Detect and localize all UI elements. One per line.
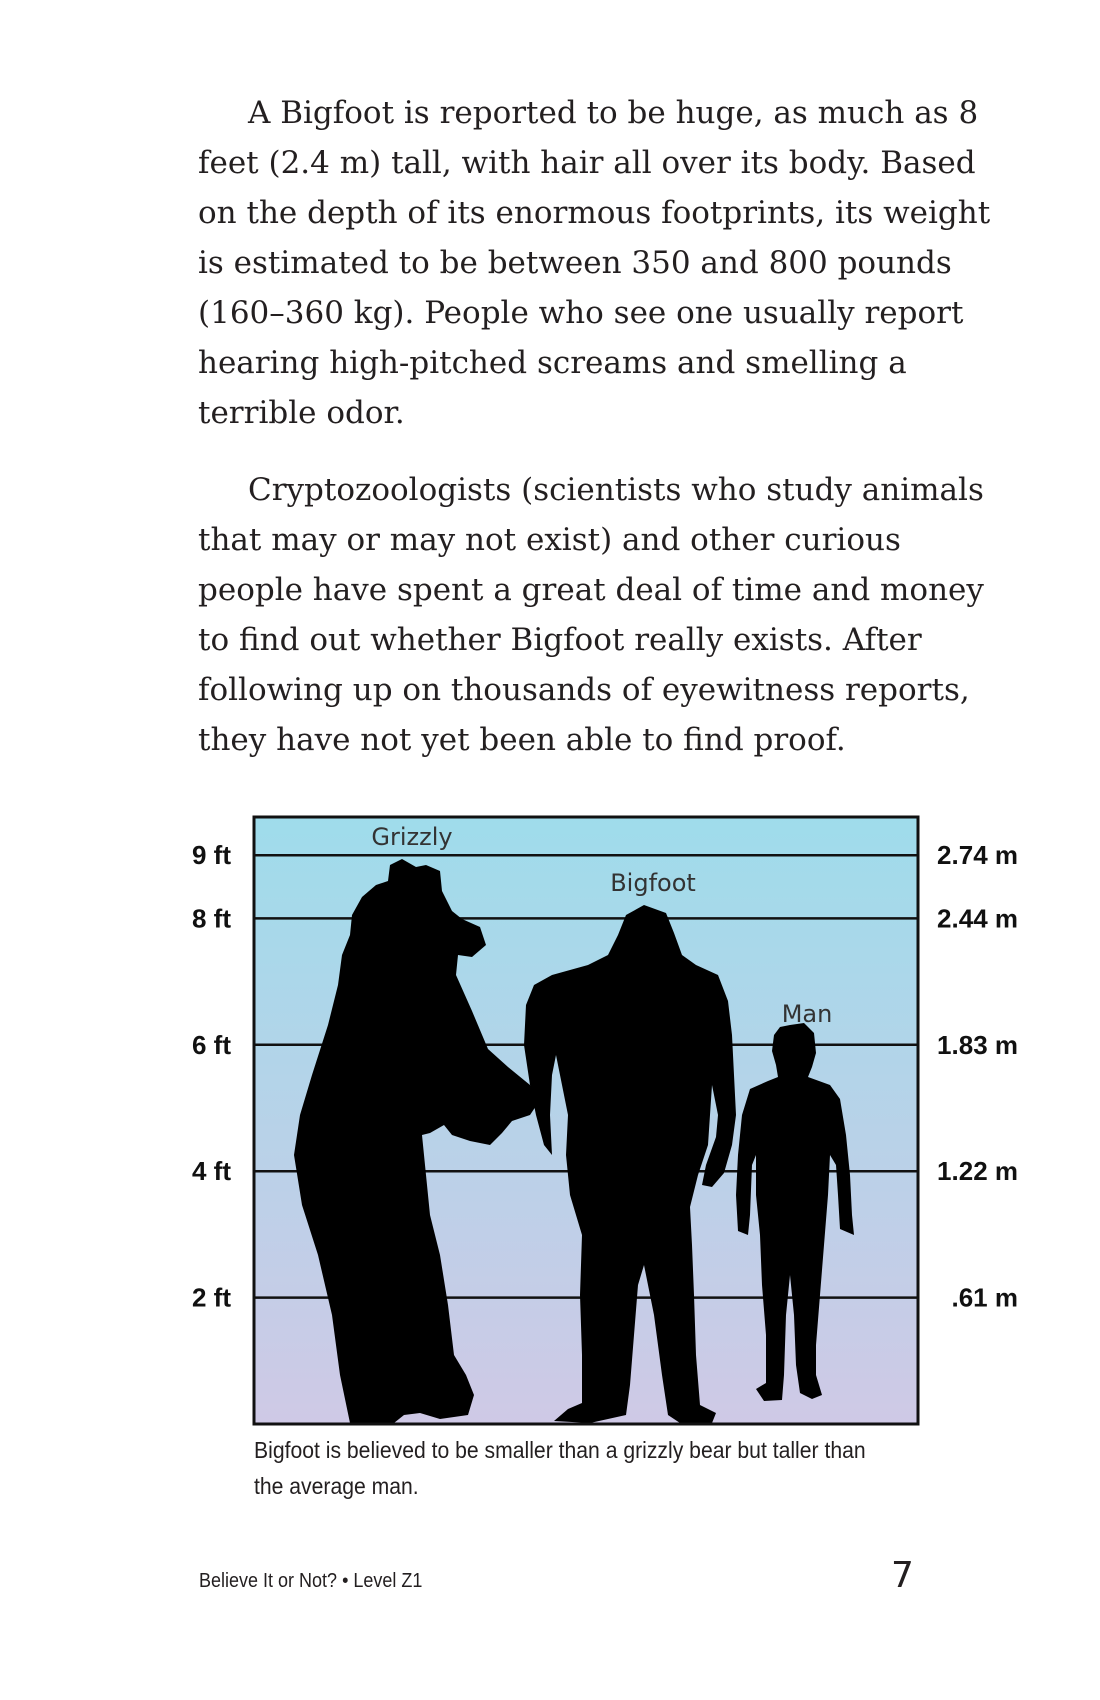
silhouettes xyxy=(294,859,854,1423)
footer-book-title: Believe It or Not? • Level Z1 xyxy=(199,1570,423,1592)
tick-label-m: 2.74 m xyxy=(937,840,1018,870)
bigfoot-silhouette xyxy=(524,905,736,1423)
paragraph-text: Cryptozoologists (scientists who study a… xyxy=(198,472,984,758)
tick-label-ft: 4 ft xyxy=(192,1156,231,1186)
figure-caption: Bigfoot is believed to be smaller than a… xyxy=(254,1437,866,1499)
man-silhouette xyxy=(736,1023,854,1401)
tick-label-m: .61 m xyxy=(952,1283,1019,1313)
tick-label-ft: 6 ft xyxy=(192,1030,231,1060)
axis-labels: 2 ft .61 m 4 ft 1.22 m 6 ft 1.83 m 8 ft 2.44 m 9… xyxy=(192,840,1018,1312)
page-number: 7 xyxy=(891,1555,914,1596)
paragraph-bigfoot-description: A Bigfoot is reported to be huge, as muc… xyxy=(198,88,998,438)
tick-label-ft: 2 ft xyxy=(192,1283,231,1313)
grizzly-bear-silhouette xyxy=(294,859,538,1423)
silhouette-label-man: Man xyxy=(782,1000,833,1028)
paragraph-text: A Bigfoot is reported to be huge, as muc… xyxy=(198,95,991,431)
tick-label-ft: 8 ft xyxy=(192,903,231,933)
silhouette-label-grizzly: Grizzly xyxy=(371,823,452,851)
paragraph-cryptozoologists: Cryptozoologists (scientists who study a… xyxy=(198,465,998,765)
height-comparison-chart: Grizzly Bigfoot Man 2 ft .61 m 4 ft 1.22 m 6 f… xyxy=(192,815,1018,1426)
tick-label-m: 1.22 m xyxy=(937,1156,1018,1186)
tick-label-ft: 9 ft xyxy=(192,840,231,870)
silhouette-labels: Grizzly Bigfoot Man xyxy=(371,823,832,1028)
height-comparison-figure: Grizzly Bigfoot Man 2 ft .61 m 4 ft 1.22 m 6 f… xyxy=(190,815,1050,1435)
silhouette-label-bigfoot: Bigfoot xyxy=(610,869,696,897)
chart-frame xyxy=(252,815,920,1426)
tick-label-m: 1.83 m xyxy=(937,1030,1018,1060)
tick-label-m: 2.44 m xyxy=(937,903,1018,933)
